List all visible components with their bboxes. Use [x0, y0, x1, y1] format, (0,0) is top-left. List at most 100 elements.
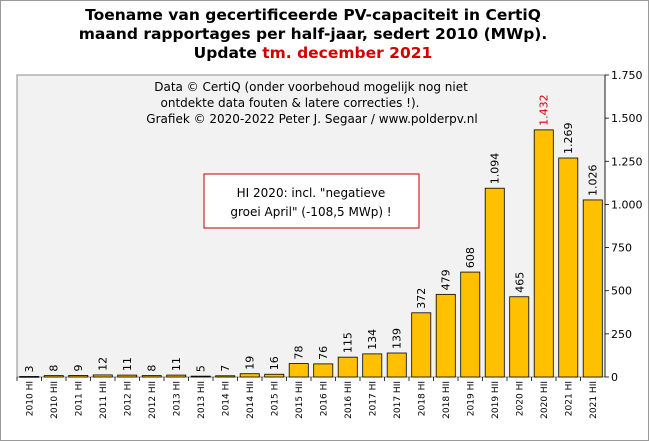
bar-2019-hii: [484, 187, 505, 378]
bar-2014-hi: [215, 375, 236, 378]
bar-2020-hii: [533, 129, 554, 378]
bar-2012-hi: [117, 374, 138, 378]
bar-value-label: 5: [195, 365, 208, 372]
bar-value-label: 76: [317, 346, 330, 360]
bar-value-label: 11: [170, 357, 183, 371]
bar-value-label: 8: [48, 365, 61, 372]
y-tick-label: 0: [611, 371, 618, 384]
bar-2013-hii: [190, 375, 211, 378]
bar-2011-hii: [92, 374, 113, 378]
x-axis-labels: 2010 HI 2010 HII 2011 HI 2011 HII 2012 HI 201…: [16, 377, 599, 419]
bar-value-label: 3: [23, 365, 36, 372]
credits-line-1: Data © CertiQ (onder voorbehoud mogelijk…: [154, 80, 468, 94]
credits-line-2: ontdekte data fouten & latere correcties…: [161, 96, 420, 110]
bar-2017-hii: [386, 352, 407, 378]
bar-2010-hi: [19, 376, 40, 378]
x-tick-label: 2010 HI: [25, 381, 35, 416]
bar-value-label: 115: [342, 332, 355, 353]
x-tick-label: 2020 HII: [540, 381, 550, 419]
bar-2019-hi: [460, 271, 481, 378]
bar-2010-hii: [43, 375, 64, 378]
bar-value-label: 78: [293, 346, 306, 360]
x-tick-label: 2011 HII: [99, 381, 109, 419]
bar-value-label: 1.026: [587, 164, 600, 196]
annotation-line-1: HI 2020: incl. "negatieve: [237, 186, 386, 200]
x-tick-label: 2017 HI: [368, 381, 378, 416]
chart-title: Toename van gecertificeerde PV-capacitei…: [1, 6, 625, 63]
bar-value-label: 7: [219, 365, 232, 372]
x-tick-label: 2015 HII: [295, 381, 305, 419]
bar-value-label: 608: [464, 247, 477, 268]
x-tick-label: 2016 HI: [319, 381, 329, 416]
x-tick-label: 2015 HI: [270, 381, 280, 416]
bar-2013-hi: [166, 374, 187, 378]
bar-2021-hii: [582, 199, 603, 378]
title-update-date: tm. december 2021: [262, 44, 433, 62]
x-tick-label: 2014 HII: [246, 381, 256, 419]
x-tick-label: 2012 HI: [123, 381, 133, 416]
bar-value-label: 19: [244, 356, 257, 370]
y-tick-label: 750: [611, 242, 632, 255]
x-tick-label: 2019 HII: [491, 381, 501, 419]
bar-value-label: 465: [513, 272, 526, 293]
x-tick-label: 2021 HII: [589, 381, 599, 419]
title-line-2: maand rapportages per half-jaar, sedert …: [78, 25, 548, 43]
bar-value-label: 11: [121, 357, 134, 371]
bar-2016-hii: [337, 356, 358, 378]
x-tick-label: 2016 HII: [344, 381, 354, 419]
x-tick-label: 2020 HI: [515, 381, 525, 416]
annotation-box: HI 2020: incl. "negatieve groei April" (…: [203, 173, 420, 229]
bar-2014-hii: [239, 373, 260, 378]
bar-2012-hii: [141, 375, 162, 378]
x-tick-label: 2010 HII: [50, 381, 60, 419]
bar-2016-hi: [313, 363, 334, 378]
y-tick-label: 1.500: [611, 112, 643, 125]
y-tick-label: 1.250: [611, 155, 643, 168]
bar-2011-hi: [68, 375, 89, 378]
bar-2018-hii: [435, 293, 456, 378]
x-tick-label: 2017 HII: [393, 381, 403, 419]
credits-line-3: Grafiek © 2020-2022 Peter J. Segaar / ww…: [146, 112, 477, 126]
bar-2018-hi: [411, 312, 432, 378]
bar-2015-hi: [264, 373, 285, 378]
bar-value-label: 139: [391, 328, 404, 349]
bar-2021-hi: [558, 157, 579, 378]
title-line-1: Toename van gecertificeerde PV-capacitei…: [85, 6, 541, 24]
y-axis: 0 250 500 750 1.000 1.250 1.500 1.750: [604, 69, 643, 384]
annotation-border: [203, 173, 420, 229]
x-tick-label: 2013 HI: [172, 381, 182, 416]
x-tick-label: 2021 HI: [564, 381, 574, 416]
bar-value-label: 1.432: [538, 94, 551, 126]
y-tick-label: 250: [611, 328, 632, 341]
annotation-line-2: groei April" (-108,5 MWp) !: [230, 205, 391, 219]
title-line-3: Update tm. december 2021: [1, 44, 625, 63]
x-tick-label: 2018 HII: [442, 381, 452, 419]
bar-value-label: 8: [146, 365, 159, 372]
bar-value-label: 12: [97, 357, 110, 371]
bar-value-label: 372: [415, 288, 428, 309]
bar-2020-hi: [509, 296, 530, 378]
x-tick-label: 2014 HI: [221, 381, 231, 416]
bar-value-label: 1.094: [489, 153, 502, 185]
bar-value-label: 134: [366, 329, 379, 350]
bars-group: [19, 129, 603, 378]
y-tick-label: 1.000: [611, 198, 643, 211]
bar-value-label: 1.269: [562, 123, 575, 155]
bar-value-label: 9: [72, 364, 85, 371]
bar-value-label: 479: [440, 269, 453, 290]
x-tick-label: 2018 HI: [417, 381, 427, 416]
bar-2015-hii: [288, 363, 309, 378]
x-tick-label: 2013 HII: [197, 381, 207, 419]
credits-text: Data © CertiQ (onder voorbehoud mogelijk…: [146, 80, 477, 126]
x-tick-label: 2019 HI: [466, 381, 476, 416]
y-tick-label: 500: [611, 285, 632, 298]
bar-value-label: 16: [268, 356, 281, 370]
y-tick-label: 1.750: [611, 69, 643, 82]
bar-2017-hi: [362, 353, 383, 378]
x-tick-label: 2011 HI: [74, 381, 84, 416]
x-tick-label: 2012 HII: [148, 381, 158, 419]
title-line-3-prefix: Update: [193, 44, 263, 62]
